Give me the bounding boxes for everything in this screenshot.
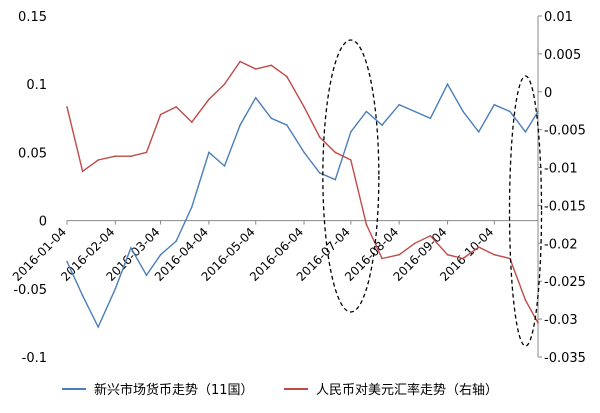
series-point-0 xyxy=(270,117,273,120)
series-point-0 xyxy=(477,131,480,133)
series-point-0 xyxy=(381,124,383,126)
series-point-0 xyxy=(462,110,464,113)
series-point-0 xyxy=(81,294,84,297)
series-point-0 xyxy=(239,124,241,126)
series-point-1 xyxy=(477,246,480,248)
y-right-tick-label: -0.015 xyxy=(544,199,586,214)
series-point-1 xyxy=(254,68,257,70)
series-point-1 xyxy=(223,83,226,85)
series-point-0 xyxy=(318,172,321,174)
y-right-tick-label: 0.01 xyxy=(544,10,573,25)
series-point-1 xyxy=(334,151,337,154)
series-point-1 xyxy=(114,155,117,157)
series-point-1 xyxy=(350,159,352,161)
series-point-1 xyxy=(537,322,539,324)
y-right-tick-label: -0.005 xyxy=(544,124,586,139)
series-point-1 xyxy=(429,235,432,237)
series-point-1 xyxy=(175,106,177,108)
series-point-0 xyxy=(429,117,432,120)
series-point-0 xyxy=(524,131,527,133)
series-point-0 xyxy=(145,274,148,277)
series-point-0 xyxy=(350,131,352,133)
series-line-0 xyxy=(66,82,539,329)
series-point-1 xyxy=(145,151,148,154)
series-point-0 xyxy=(208,151,210,154)
series-point-0 xyxy=(537,110,539,113)
y-left-tick-label: 0.1 xyxy=(26,78,47,93)
annotation-ellipse xyxy=(508,75,543,347)
y-right-tick-label: -0.02 xyxy=(544,237,578,252)
series-point-1 xyxy=(524,299,527,302)
y-left-tick-label: 0 xyxy=(39,215,47,230)
series-point-0 xyxy=(398,103,401,106)
series-point-1 xyxy=(191,121,193,123)
series-point-1 xyxy=(159,113,162,116)
series-point-1 xyxy=(97,159,99,161)
series-point-1 xyxy=(398,253,401,256)
series-point-0 xyxy=(175,240,177,242)
legend-label-1: 人民币对美元汇率走势（右轴） xyxy=(316,382,498,398)
series-point-1 xyxy=(270,64,273,67)
series-point-0 xyxy=(159,253,162,256)
series-point-0 xyxy=(254,97,257,99)
series-point-1 xyxy=(318,136,321,138)
y-right-tick-label: 0 xyxy=(544,86,552,101)
series-point-1 xyxy=(493,253,496,256)
y-right-tick-label: -0.01 xyxy=(544,162,578,177)
series-point-0 xyxy=(493,103,496,106)
series-point-0 xyxy=(303,151,305,154)
series-point-1 xyxy=(81,170,84,173)
y-right-tick-label: -0.03 xyxy=(544,313,578,328)
series-point-0 xyxy=(365,110,368,113)
y-right-tick-label: -0.025 xyxy=(544,275,586,290)
series-point-0 xyxy=(66,260,68,263)
series-point-0 xyxy=(414,110,416,113)
series-point-1 xyxy=(286,75,288,78)
series-point-0 xyxy=(446,83,449,85)
y-left-tick-label: -0.05 xyxy=(13,283,47,298)
legend-label-0: 新兴市场货币走势（11国） xyxy=(94,382,254,398)
y-left-tick-label: -0.1 xyxy=(22,351,47,366)
series-point-1 xyxy=(239,60,241,63)
series-point-0 xyxy=(130,247,132,249)
series-point-0 xyxy=(97,326,99,328)
series-point-1 xyxy=(66,106,68,108)
series-point-1 xyxy=(303,106,305,108)
series-point-0 xyxy=(223,165,226,167)
y-left-tick-label: 0.15 xyxy=(18,10,47,25)
series-point-1 xyxy=(446,253,449,256)
series-point-1 xyxy=(208,98,210,101)
y-right-tick-label: -0.035 xyxy=(544,351,586,366)
series-point-0 xyxy=(286,124,288,126)
annotation-ellipse xyxy=(322,39,380,313)
series-point-1 xyxy=(130,155,132,157)
series-point-1 xyxy=(462,257,464,260)
series-point-1 xyxy=(365,223,368,226)
series-point-0 xyxy=(191,206,193,208)
y-right-tick-label: 0.005 xyxy=(544,48,581,63)
series-point-0 xyxy=(114,288,117,290)
series-point-1 xyxy=(414,242,416,245)
y-left-tick-label: 0.05 xyxy=(18,146,47,161)
series-point-0 xyxy=(509,110,511,113)
series-point-0 xyxy=(334,178,337,181)
series-point-1 xyxy=(381,257,383,260)
